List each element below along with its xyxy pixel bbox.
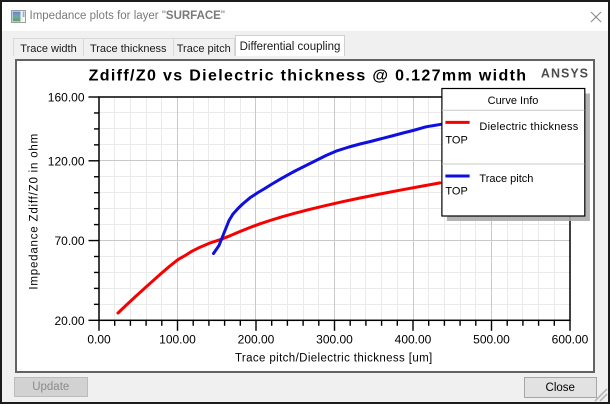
svg-text:Trace pitch/Dielectric thickne: Trace pitch/Dielectric thickness [um] [235, 353, 433, 365]
svg-text:200.00: 200.00 [238, 333, 275, 347]
svg-text:TOP: TOP [445, 134, 467, 146]
svg-text:100.00: 100.00 [159, 333, 196, 347]
svg-text:20.00: 20.00 [54, 314, 84, 328]
svg-text:Zdiff/Z0 vs Dielectric thickne: Zdiff/Z0 vs Dielectric thickness @ 0.127… [89, 68, 528, 85]
svg-text:ANSYS: ANSYS [541, 67, 589, 81]
svg-text:500.00: 500.00 [473, 333, 510, 347]
svg-text:Trace pitch: Trace pitch [479, 173, 533, 185]
svg-text:TOP: TOP [445, 185, 467, 197]
svg-text:120.00: 120.00 [48, 154, 85, 168]
svg-text:600.00: 600.00 [552, 333, 589, 347]
svg-text:400.00: 400.00 [395, 333, 432, 347]
svg-text:160.00: 160.00 [48, 91, 85, 105]
svg-text:300.00: 300.00 [316, 333, 353, 347]
svg-text:0.00: 0.00 [87, 333, 111, 347]
svg-text:70.00: 70.00 [54, 234, 84, 248]
svg-text:Dielectric thickness: Dielectric thickness [479, 121, 578, 133]
svg-text:Impedance Zdiff/Z0 in ohm: Impedance Zdiff/Z0 in ohm [29, 133, 41, 290]
svg-text:Curve Info: Curve Info [488, 95, 539, 107]
